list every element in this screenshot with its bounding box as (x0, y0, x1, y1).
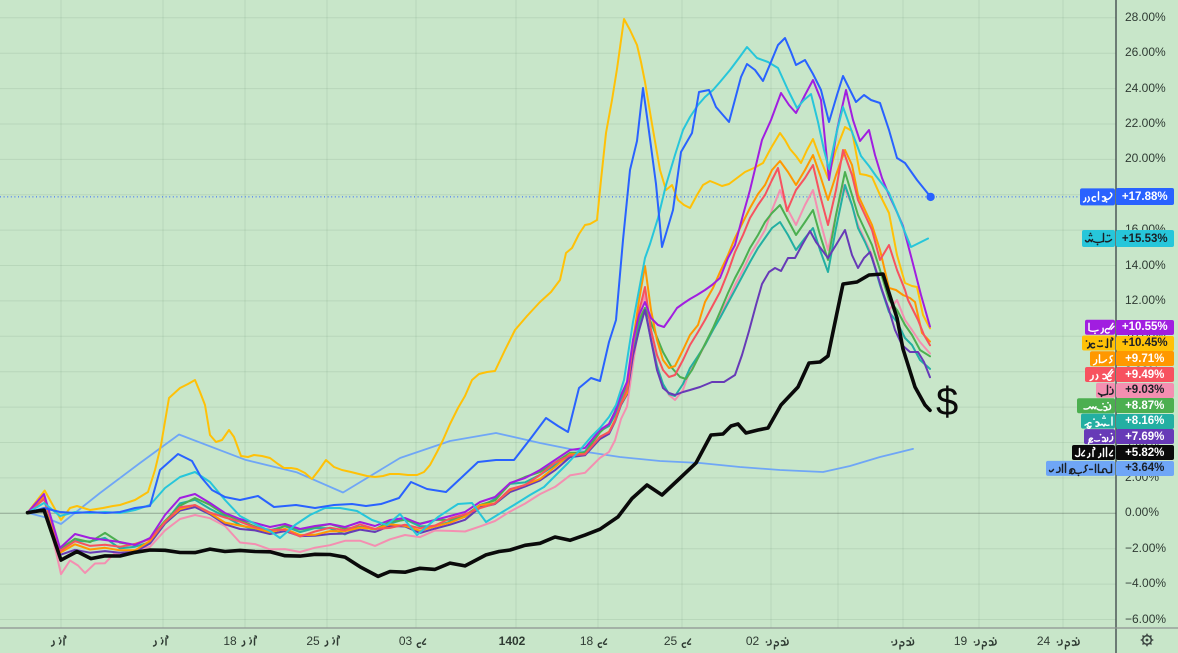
svg-text:03: 03 (399, 634, 413, 648)
svg-text:19: 19 (954, 634, 968, 648)
svg-text:1402: 1402 (499, 634, 526, 648)
svg-text:25: 25 (306, 634, 320, 648)
svg-text:02: 02 (746, 634, 760, 648)
svg-text:$: $ (936, 380, 958, 424)
svg-text:25: 25 (664, 634, 678, 648)
svg-text:18: 18 (580, 634, 594, 648)
svg-text:18: 18 (223, 634, 237, 648)
svg-text:24: 24 (1037, 634, 1051, 648)
